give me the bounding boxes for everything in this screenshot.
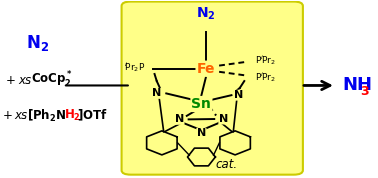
Text: .: . <box>23 109 31 122</box>
Text: N: N <box>234 90 243 100</box>
Text: $\mathbf{CoCp^*_2}$: $\mathbf{CoCp^*_2}$ <box>31 70 72 90</box>
Text: .: . <box>27 74 34 87</box>
Text: cat.: cat. <box>215 158 238 171</box>
Text: N: N <box>152 88 162 98</box>
Text: xs: xs <box>18 74 31 87</box>
Text: $\mathbf{H_2}$: $\mathbf{H_2}$ <box>64 108 81 123</box>
Text: +: + <box>6 74 20 87</box>
Text: N: N <box>175 114 184 124</box>
Text: $\mathbf{[Ph_2N}$: $\mathbf{[Ph_2N}$ <box>27 108 67 124</box>
Text: $^i\!{\rm Pr_2P}$: $^i\!{\rm Pr_2P}$ <box>124 60 146 74</box>
Text: $\mathbf{]OTf}$: $\mathbf{]OTf}$ <box>76 108 107 123</box>
Text: ${\rm P}^i\!{\rm Pr_2}$: ${\rm P}^i\!{\rm Pr_2}$ <box>255 53 276 67</box>
Text: +: + <box>3 109 16 122</box>
Text: $\mathbf{3}$: $\mathbf{3}$ <box>360 85 370 98</box>
Text: Fe: Fe <box>197 62 215 76</box>
FancyBboxPatch shape <box>122 2 303 175</box>
Text: N: N <box>219 114 228 124</box>
Text: $\mathbf{N_2}$: $\mathbf{N_2}$ <box>26 33 49 53</box>
Text: N: N <box>197 128 206 138</box>
Text: xs: xs <box>15 109 28 122</box>
Text: $\mathbf{N_2}$: $\mathbf{N_2}$ <box>196 6 215 22</box>
Text: ${\rm P}^i\!{\rm Pr_2}$: ${\rm P}^i\!{\rm Pr_2}$ <box>255 70 276 85</box>
Text: Sn: Sn <box>192 97 211 111</box>
Text: $\mathbf{NH}$: $\mathbf{NH}$ <box>342 77 372 95</box>
